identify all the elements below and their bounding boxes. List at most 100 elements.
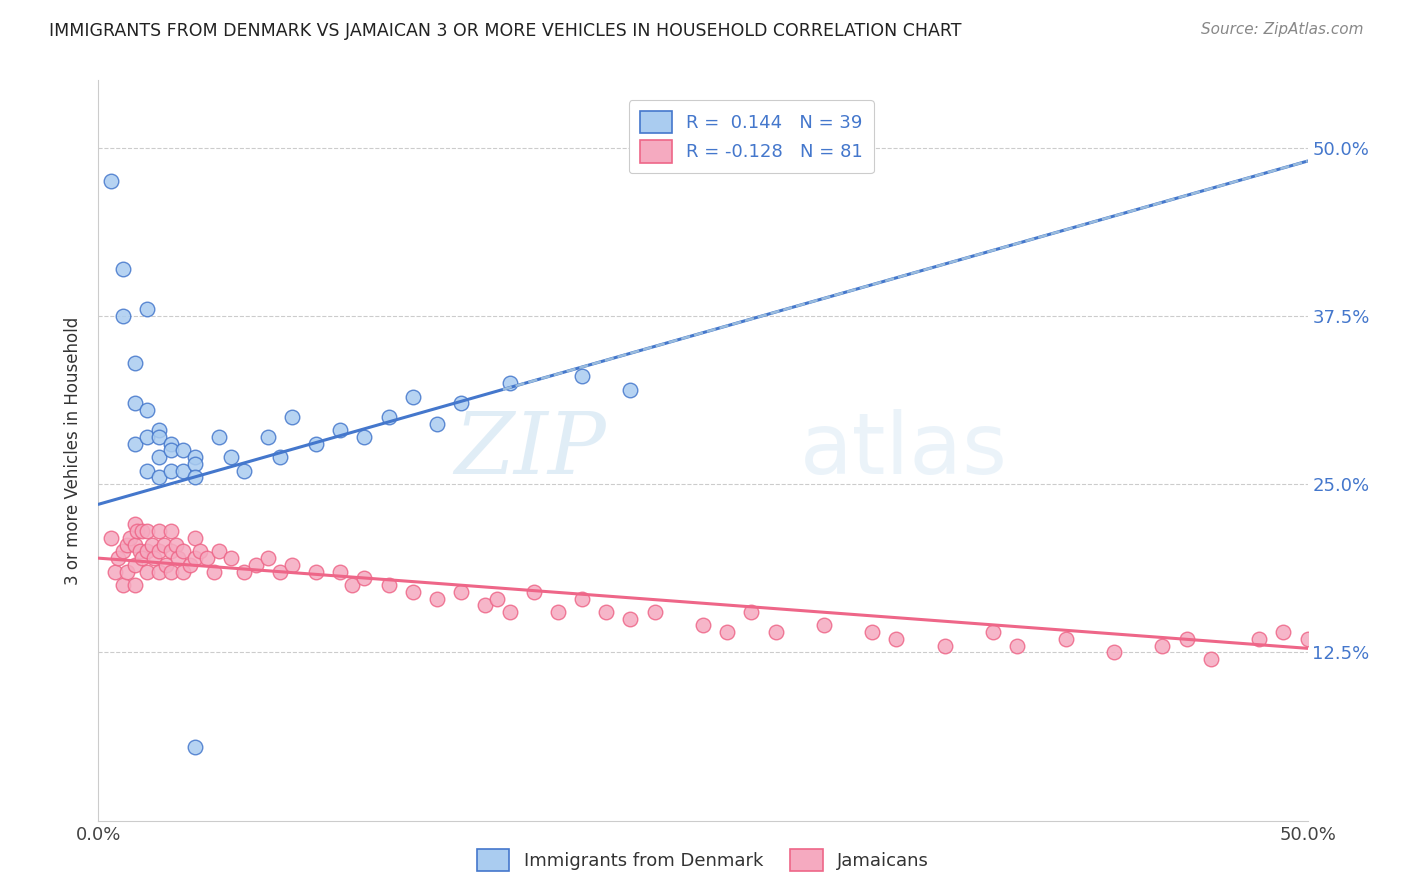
Point — [148, 423, 170, 437]
Point — [450, 584, 472, 599]
Point — [160, 524, 183, 539]
Point — [353, 430, 375, 444]
Point — [692, 618, 714, 632]
Point — [232, 464, 254, 478]
Point — [135, 524, 157, 539]
Point — [571, 369, 593, 384]
Text: IMMIGRANTS FROM DENMARK VS JAMAICAN 3 OR MORE VEHICLES IN HOUSEHOLD CORRELATION : IMMIGRANTS FROM DENMARK VS JAMAICAN 3 OR… — [49, 22, 962, 40]
Point — [256, 430, 278, 444]
Point — [1272, 625, 1295, 640]
Point — [148, 565, 170, 579]
Point — [124, 396, 146, 410]
Point — [135, 464, 157, 478]
Point — [111, 578, 134, 592]
Point — [160, 544, 183, 558]
Point — [619, 612, 641, 626]
Point — [740, 605, 762, 619]
Point — [523, 584, 546, 599]
Point — [160, 565, 183, 579]
Point — [305, 565, 328, 579]
Point — [188, 544, 211, 558]
Point — [765, 625, 787, 640]
Point — [377, 578, 399, 592]
Point — [111, 309, 134, 323]
Point — [644, 605, 666, 619]
Point — [184, 531, 207, 545]
Point — [124, 538, 146, 552]
Point — [104, 565, 127, 579]
Point — [184, 470, 207, 484]
Point — [426, 591, 449, 606]
Point — [1007, 639, 1029, 653]
Point — [172, 443, 194, 458]
Point — [571, 591, 593, 606]
Point — [165, 538, 187, 552]
Point — [143, 551, 166, 566]
Point — [124, 436, 146, 450]
Point — [135, 430, 157, 444]
Point — [184, 457, 207, 471]
Point — [135, 565, 157, 579]
Point — [886, 632, 908, 646]
Point — [124, 578, 146, 592]
Point — [934, 639, 956, 653]
Point — [342, 578, 364, 592]
Point — [1249, 632, 1271, 646]
Point — [305, 436, 328, 450]
Point — [184, 450, 207, 465]
Point — [474, 599, 496, 613]
Legend: Immigrants from Denmark, Jamaicans: Immigrants from Denmark, Jamaicans — [470, 842, 936, 879]
Point — [208, 544, 231, 558]
Point — [269, 565, 291, 579]
Point — [1175, 632, 1198, 646]
Point — [152, 538, 174, 552]
Point — [377, 409, 399, 424]
Point — [195, 551, 218, 566]
Point — [1054, 632, 1077, 646]
Point — [486, 591, 509, 606]
Point — [148, 524, 170, 539]
Point — [498, 605, 520, 619]
Point — [141, 538, 163, 552]
Point — [160, 464, 183, 478]
Point — [148, 544, 170, 558]
Text: atlas: atlas — [800, 409, 1008, 492]
Point — [595, 605, 617, 619]
Point — [131, 551, 153, 566]
Point — [619, 383, 641, 397]
Point — [135, 544, 157, 558]
Point — [117, 565, 139, 579]
Point — [155, 558, 177, 572]
Point — [981, 625, 1004, 640]
Y-axis label: 3 or more Vehicles in Household: 3 or more Vehicles in Household — [65, 317, 83, 584]
Point — [860, 625, 883, 640]
Point — [128, 544, 150, 558]
Point — [221, 450, 243, 465]
Point — [329, 423, 352, 437]
Point — [172, 544, 194, 558]
Point — [111, 544, 134, 558]
Point — [107, 551, 129, 566]
Point — [179, 558, 201, 572]
Point — [118, 531, 141, 545]
Point — [281, 558, 304, 572]
Point — [1296, 632, 1319, 646]
Point — [124, 558, 146, 572]
Point — [1102, 645, 1125, 659]
Legend: R =  0.144   N = 39, R = -0.128   N = 81: R = 0.144 N = 39, R = -0.128 N = 81 — [628, 101, 875, 173]
Point — [402, 584, 425, 599]
Point — [148, 450, 170, 465]
Point — [184, 739, 207, 754]
Point — [135, 403, 157, 417]
Point — [117, 538, 139, 552]
Point — [426, 417, 449, 431]
Point — [208, 430, 231, 444]
Point — [124, 356, 146, 370]
Point — [813, 618, 835, 632]
Point — [547, 605, 569, 619]
Point — [232, 565, 254, 579]
Point — [167, 551, 190, 566]
Point — [245, 558, 267, 572]
Point — [281, 409, 304, 424]
Point — [131, 524, 153, 539]
